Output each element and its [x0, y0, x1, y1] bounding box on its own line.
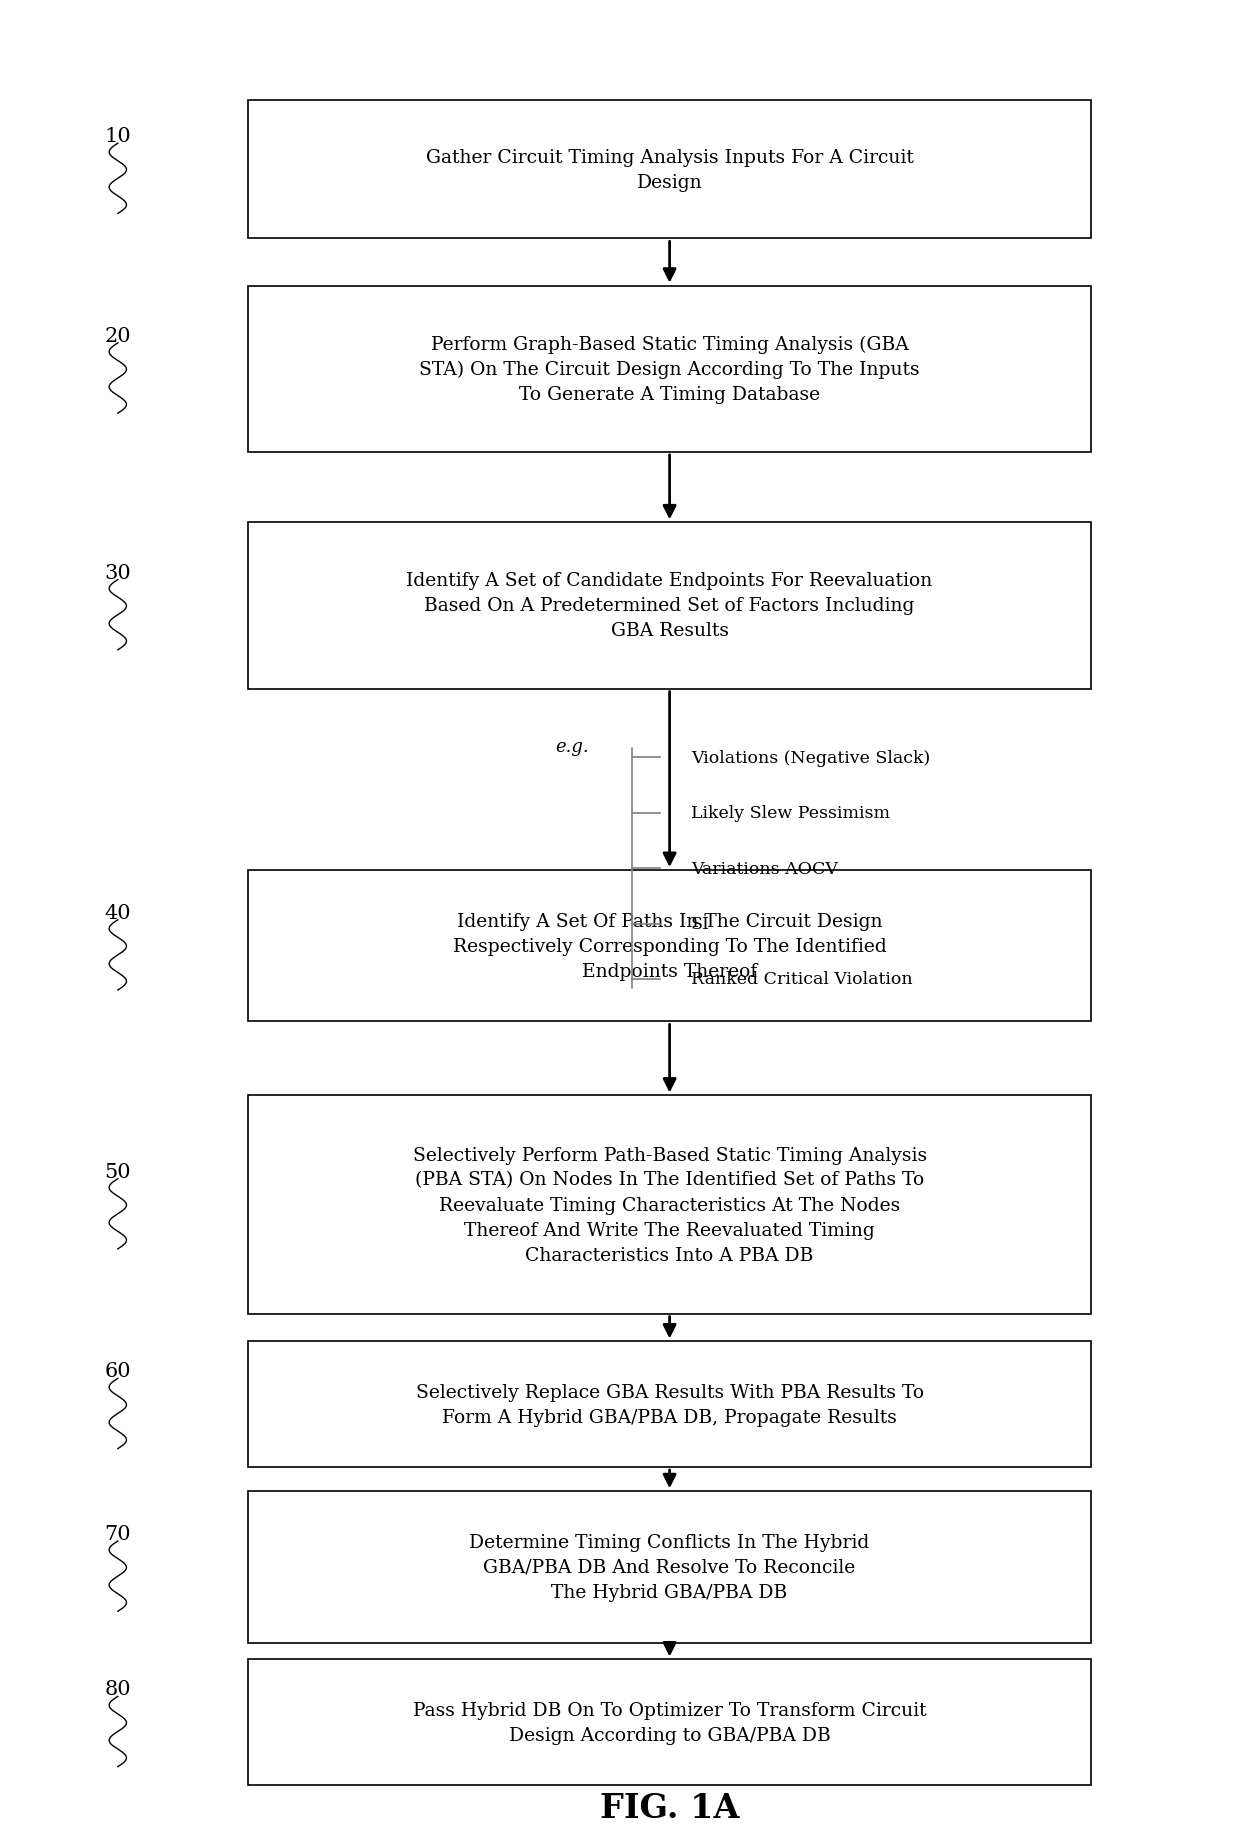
FancyBboxPatch shape: [248, 1342, 1091, 1467]
Text: 20: 20: [104, 327, 131, 346]
Text: FIG. 1A: FIG. 1A: [600, 1791, 739, 1824]
FancyBboxPatch shape: [248, 286, 1091, 453]
Text: SI: SI: [691, 915, 709, 933]
Text: Identify A Set Of Paths In The Circuit Design
Respectively Corresponding To The : Identify A Set Of Paths In The Circuit D…: [453, 913, 887, 979]
Text: Ranked Critical Violation: Ranked Critical Violation: [691, 970, 913, 989]
Text: 10: 10: [104, 128, 131, 146]
FancyBboxPatch shape: [248, 870, 1091, 1022]
FancyBboxPatch shape: [248, 1660, 1091, 1785]
Text: 40: 40: [104, 904, 131, 922]
Text: 60: 60: [104, 1362, 131, 1380]
FancyBboxPatch shape: [248, 1491, 1091, 1643]
Text: Likely Slew Pessimism: Likely Slew Pessimism: [691, 804, 889, 822]
Text: 70: 70: [104, 1525, 131, 1543]
FancyBboxPatch shape: [248, 1096, 1091, 1314]
Text: Violations (Negative Slack): Violations (Negative Slack): [691, 748, 930, 767]
Text: Identify A Set of Candidate Endpoints For Reevaluation
Based On A Predetermined : Identify A Set of Candidate Endpoints Fo…: [407, 573, 932, 639]
Text: Determine Timing Conflicts In The Hybrid
GBA/PBA DB And Resolve To Reconcile
The: Determine Timing Conflicts In The Hybrid…: [470, 1534, 869, 1600]
Text: Selectively Perform Path-Based Static Timing Analysis
(PBA STA) On Nodes In The : Selectively Perform Path-Based Static Ti…: [413, 1146, 926, 1264]
FancyBboxPatch shape: [248, 102, 1091, 238]
Text: Variations AOCV: Variations AOCV: [691, 859, 837, 878]
Text: 30: 30: [104, 564, 131, 582]
Text: 80: 80: [104, 1680, 131, 1698]
Text: Pass Hybrid DB On To Optimizer To Transform Circuit
Design According to GBA/PBA : Pass Hybrid DB On To Optimizer To Transf…: [413, 1700, 926, 1745]
Text: e.g.: e.g.: [556, 737, 589, 756]
Text: Selectively Replace GBA Results With PBA Results To
Form A Hybrid GBA/PBA DB, Pr: Selectively Replace GBA Results With PBA…: [415, 1382, 924, 1427]
Text: Gather Circuit Timing Analysis Inputs For A Circuit
Design: Gather Circuit Timing Analysis Inputs Fo…: [425, 148, 914, 192]
Text: 50: 50: [104, 1162, 131, 1181]
FancyBboxPatch shape: [248, 523, 1091, 689]
Text: Perform Graph-Based Static Timing Analysis (GBA
STA) On The Circuit Design Accor: Perform Graph-Based Static Timing Analys…: [419, 334, 920, 405]
